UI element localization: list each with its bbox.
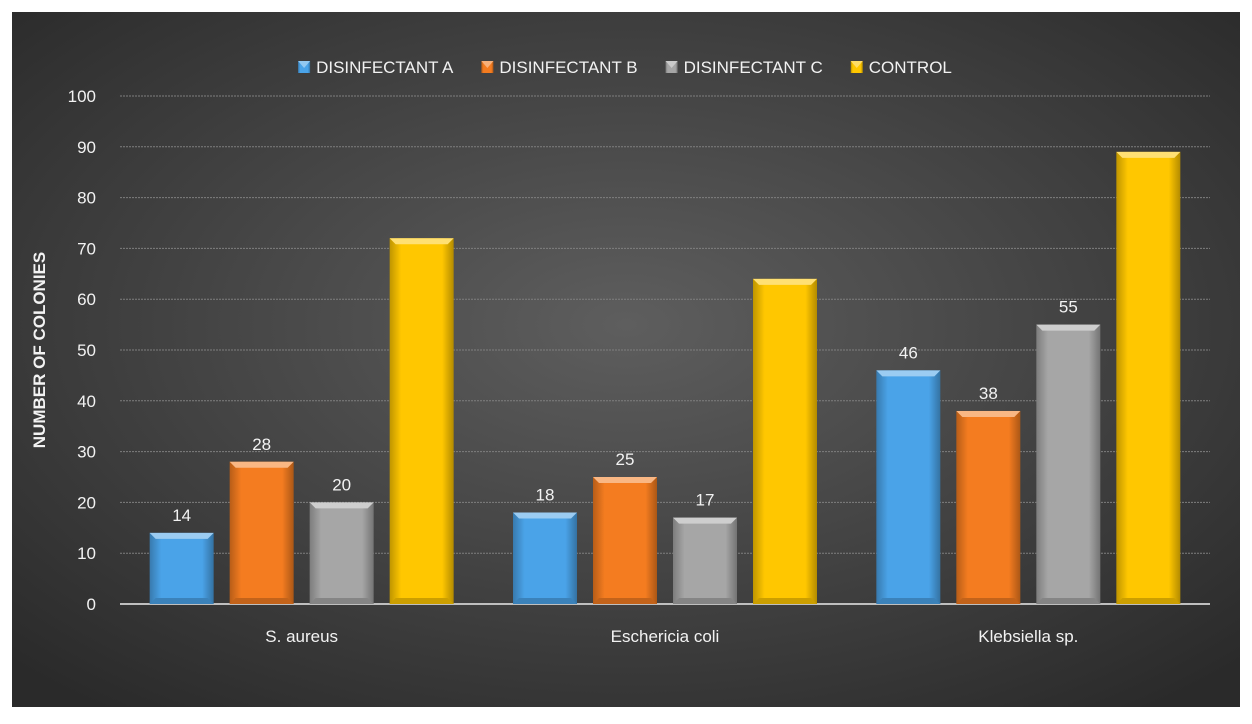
bar-bevel-bottom — [673, 598, 737, 604]
bar-bevel-bottom — [229, 598, 294, 604]
bar-bevel-bottom — [1036, 598, 1101, 604]
bar-bevel — [229, 461, 294, 468]
y-tick-label: 90 — [77, 138, 96, 157]
bar-bevel — [876, 370, 941, 377]
legend-item: DISINFECTANT C — [665, 58, 823, 77]
bar-bevel — [149, 532, 214, 539]
bar-bevel-bottom — [876, 598, 941, 604]
bar-bevel-bottom — [753, 598, 817, 604]
bar-bevel-bottom — [593, 598, 657, 604]
data-label: 46 — [899, 343, 918, 362]
bar-bevel — [673, 517, 737, 524]
y-tick-label: 30 — [77, 443, 96, 462]
legend-swatch-bevel — [481, 61, 494, 68]
bar-bevel-bottom — [1116, 598, 1181, 604]
x-tick-label: Eschericia coli — [611, 627, 720, 646]
y-axis-title: NUMBER OF COLONIES — [30, 252, 49, 448]
bar-bevel-bottom — [309, 598, 374, 604]
y-tick-label: 60 — [77, 290, 96, 309]
x-tick-label: Klebsiella sp. — [978, 627, 1078, 646]
bar-bevel-bottom — [956, 598, 1021, 604]
bar-bevel — [593, 477, 657, 483]
bar-bevel — [309, 502, 374, 509]
legend-item: DISINFECTANT A — [298, 58, 454, 77]
bar-bevel — [1116, 151, 1181, 158]
bar — [1036, 324, 1101, 604]
bar-bevel — [753, 278, 817, 285]
bar-bevel — [956, 410, 1021, 417]
bar — [876, 370, 941, 604]
bar — [673, 517, 737, 604]
y-tick-label: 0 — [87, 595, 96, 614]
bar-bevel-bottom — [513, 598, 577, 604]
bar-bevel-bottom — [149, 598, 214, 604]
y-tick-label: 10 — [77, 544, 96, 563]
data-label: 20 — [332, 475, 351, 494]
bar — [513, 512, 577, 604]
bar — [753, 278, 817, 604]
legend-item: CONTROL — [850, 58, 952, 77]
data-label: 38 — [979, 384, 998, 403]
bar-bevel-bottom — [389, 598, 454, 604]
y-tick-label: 100 — [68, 87, 96, 106]
bar — [389, 238, 454, 605]
data-label: 17 — [696, 491, 715, 510]
bar — [956, 410, 1021, 604]
y-tick-label: 40 — [77, 392, 96, 411]
y-tick-label: 70 — [77, 239, 96, 258]
bar-bevel — [389, 238, 454, 245]
legend-label: DISINFECTANT C — [684, 58, 823, 77]
legend-swatch-bevel — [665, 61, 678, 68]
legend-label: CONTROL — [869, 58, 952, 77]
legend-swatch-bevel — [298, 61, 311, 68]
x-tick-label: S. aureus — [265, 627, 338, 646]
legend-label: DISINFECTANT B — [499, 58, 637, 77]
data-label: 25 — [616, 450, 635, 469]
bar-bevel — [1036, 324, 1101, 331]
bar-bevel — [513, 512, 577, 519]
legend-label: DISINFECTANT A — [316, 58, 454, 77]
legend-swatch-bevel — [850, 61, 863, 68]
bar — [229, 461, 294, 604]
data-label: 18 — [536, 486, 555, 505]
bar — [149, 532, 214, 604]
bar — [1116, 151, 1181, 604]
data-label: 55 — [1059, 298, 1078, 317]
y-tick-label: 20 — [77, 493, 96, 512]
legend-item: DISINFECTANT B — [481, 58, 638, 77]
bar — [309, 502, 374, 604]
bar — [593, 477, 657, 604]
data-label: 28 — [252, 435, 271, 454]
y-tick-label: 50 — [77, 341, 96, 360]
data-label: 14 — [172, 506, 191, 525]
y-tick-label: 80 — [77, 189, 96, 208]
